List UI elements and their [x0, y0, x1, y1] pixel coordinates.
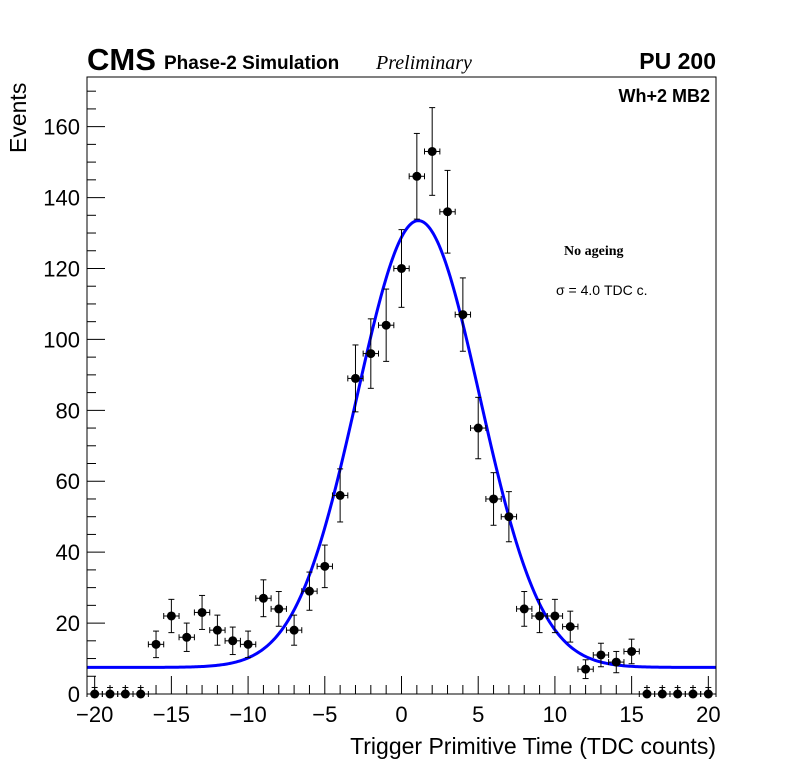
x-axis-title: Trigger Primitive Time (TDC counts): [350, 733, 716, 759]
y-tick-label: 160: [43, 115, 80, 140]
data-marker: [627, 646, 637, 656]
chamber-label: Wh+2 MB2: [618, 86, 710, 106]
data-marker: [335, 490, 345, 500]
x-tick-label: −10: [229, 702, 266, 727]
data-marker: [535, 611, 545, 621]
status-label: Preliminary: [375, 52, 472, 74]
data-point: [393, 229, 410, 308]
y-tick-label: 60: [56, 469, 80, 494]
y-tick-label: 80: [56, 398, 80, 423]
data-marker: [182, 632, 192, 642]
data-marker: [350, 373, 360, 383]
data-point: [546, 598, 564, 634]
data-marker: [366, 349, 376, 359]
data-marker: [519, 604, 529, 614]
data-marker: [550, 611, 560, 621]
data-marker: [427, 146, 437, 156]
data-marker: [258, 593, 268, 603]
x-tick-label: 0: [395, 702, 407, 727]
data-marker: [166, 611, 176, 621]
data-point: [285, 614, 303, 646]
resolution-label: σ = 4.0 TDC c.: [556, 282, 648, 298]
x-tick-label: −15: [153, 702, 190, 727]
x-tick-label: 20: [696, 702, 720, 727]
data-marker: [151, 639, 161, 649]
data-point: [608, 650, 625, 674]
data-marker: [381, 320, 391, 330]
data-point: [531, 598, 548, 634]
data-point: [424, 107, 441, 196]
y-tick-label: 140: [43, 186, 80, 211]
data-point: [362, 318, 379, 389]
data-point: [470, 396, 487, 460]
data-point: [163, 598, 180, 634]
data-point: [301, 571, 318, 611]
subtitle-label: Phase-2 Simulation: [164, 53, 339, 74]
data-marker: [320, 561, 330, 571]
data-marker: [443, 207, 453, 217]
y-tick-label: 120: [43, 256, 80, 281]
plot-frame: [86, 76, 717, 695]
data-point: [347, 344, 364, 413]
data-marker: [274, 604, 284, 614]
data-point: [147, 630, 165, 659]
data-point: [500, 491, 518, 543]
x-tick-label: 15: [619, 702, 643, 727]
data-point: [408, 132, 426, 220]
y-axis-title: Events: [5, 83, 31, 153]
x-tick-label: −5: [312, 702, 337, 727]
data-marker: [473, 423, 483, 433]
data-marker: [412, 171, 422, 181]
data-marker: [304, 586, 314, 596]
data-point: [562, 610, 579, 643]
x-tick-label: 5: [472, 702, 484, 727]
data-point: [270, 591, 287, 627]
data-point: [255, 579, 272, 618]
data-marker: [212, 625, 222, 635]
data-marker: [581, 664, 591, 674]
data-marker: [458, 310, 468, 320]
data-point: [331, 468, 349, 523]
x-tick-label: −20: [76, 702, 113, 727]
data-point: [193, 594, 211, 630]
data-marker: [243, 639, 253, 649]
pileup-label: PU 200: [639, 48, 716, 74]
data-point: [239, 630, 257, 659]
data-marker: [611, 657, 621, 667]
data-marker: [565, 622, 575, 632]
y-tick-label: 40: [56, 540, 80, 565]
data-point: [592, 642, 610, 668]
experiment-label: CMS: [87, 42, 156, 77]
y-tick-label: 0: [68, 682, 80, 707]
data-point: [577, 659, 594, 680]
data-point: [454, 277, 472, 352]
data-marker: [489, 494, 499, 504]
data-point: [485, 472, 502, 526]
data-marker: [504, 512, 514, 522]
data-marker: [289, 625, 299, 635]
y-tick-label: 100: [43, 327, 80, 352]
data-marker: [197, 607, 207, 617]
y-tick-label: 20: [56, 611, 80, 636]
x-tick-label: 10: [543, 702, 567, 727]
data-marker: [397, 263, 406, 273]
data-point: [377, 288, 395, 362]
data-marker: [228, 636, 238, 646]
data-marker: [596, 650, 606, 660]
data-point: [623, 638, 640, 665]
data-point: [439, 169, 456, 254]
data-point: [178, 622, 195, 652]
data-point: [316, 544, 333, 589]
data-point: [209, 614, 226, 646]
data-point: [224, 626, 241, 656]
data-point: [516, 591, 533, 627]
condition-label: No ageing: [564, 244, 624, 259]
